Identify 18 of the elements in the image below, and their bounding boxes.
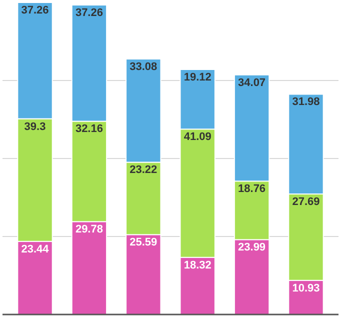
data-label: 10.93 [292, 282, 320, 294]
data-label: 18.76 [238, 183, 266, 196]
data-label: 37.26 [75, 6, 103, 19]
data-label: 19.12 [184, 71, 212, 84]
data-label: 23.44 [21, 243, 50, 256]
data-label: 31.98 [292, 96, 320, 108]
data-label: 23.22 [130, 164, 158, 176]
data-label: 25.59 [130, 236, 158, 249]
data-label: 39.3 [24, 120, 46, 133]
data-label: 32.16 [75, 123, 103, 136]
data-label: 18.32 [184, 259, 212, 272]
data-label: 37.26 [21, 4, 49, 16]
data-label: 33.08 [130, 61, 158, 74]
data-label: 34.07 [238, 76, 266, 89]
data-label: 29.78 [75, 224, 103, 236]
data-label: 41.09 [184, 131, 212, 144]
data-label: 27.69 [292, 196, 320, 208]
data-label: 23.99 [238, 242, 266, 254]
